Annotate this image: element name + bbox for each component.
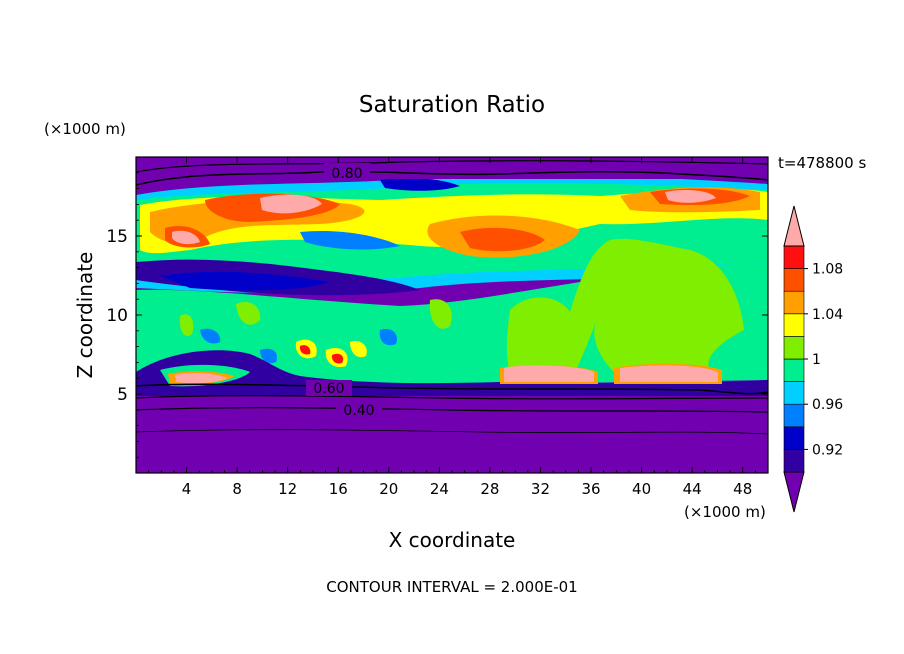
colorbar-segment: [783, 245, 805, 269]
upper-layer-pink: [172, 190, 716, 245]
chart-title: Saturation Ratio: [359, 92, 545, 118]
colorbar-segment: [783, 403, 805, 428]
contour-labels: 0.80 0.60 0.40: [306, 163, 382, 419]
colorbar: 1.08 1.04 1 0.96 0.92: [783, 205, 843, 513]
low-layer-deep: [136, 350, 768, 396]
x-tick-label: 32: [531, 480, 550, 498]
x-tick-label: 48: [733, 480, 752, 498]
x-tick-label: 36: [581, 480, 600, 498]
colorbar-lower-extension: [783, 471, 805, 513]
x-tick-label: 4: [182, 480, 192, 498]
x-tick-label: 20: [379, 480, 398, 498]
x-tick-label: 8: [232, 480, 242, 498]
top-dry-band: [136, 157, 768, 179]
contour-interval-label: CONTOUR INTERVAL = 2.000E-01: [326, 578, 577, 596]
time-label: t=478800 s: [778, 154, 866, 172]
low-layer-pink: [175, 365, 718, 384]
middle-yellow-patches: [295, 339, 367, 368]
x-tick-label: 28: [480, 480, 499, 498]
middle-red-patches: [299, 345, 344, 364]
saturation-field: [136, 157, 768, 473]
x-unit-label: (×1000 m): [684, 503, 766, 521]
contour-label-top: 0.80: [331, 166, 362, 182]
contour-line-low-020: [136, 429, 768, 435]
contour-line-low-080: [136, 383, 768, 395]
colorbar-tick-label: 1.08: [812, 262, 843, 278]
x-tick-label: 24: [430, 480, 449, 498]
y-tick-label: 15: [106, 227, 128, 247]
x-tick-label: 12: [278, 480, 297, 498]
y-unit-label: (×1000 m): [44, 120, 126, 138]
contour-line-low-040: [136, 407, 768, 413]
upper-band-lightblue: [300, 230, 400, 250]
y-tick-label: 10: [106, 306, 128, 326]
colorbar-segment: [783, 449, 805, 473]
middle-layer-lightgreen: [179, 238, 744, 380]
colorbar-tick-label: 1.04: [812, 307, 843, 323]
colorbar-segment: [783, 426, 805, 450]
colorbar-segment: [783, 268, 805, 292]
y-tick-label: 5: [117, 385, 128, 405]
colorbar-tick-label: 1: [812, 352, 821, 368]
x-tick-label: 16: [329, 480, 348, 498]
colorbar-segment: [783, 313, 805, 337]
colorbar-segment: [783, 358, 805, 382]
y-axis-ticks: 5 10 15: [106, 172, 768, 458]
x-axis-label: X coordinate: [389, 528, 516, 552]
y-axis-label: Z coordinate: [73, 252, 97, 379]
colorbar-segment: [783, 290, 805, 315]
contour-label-mid: 0.60: [313, 381, 344, 397]
contour-label-low: 0.40: [343, 403, 374, 419]
colorbar-segment: [783, 336, 805, 360]
colorbar-upper-extension: [783, 205, 805, 247]
x-tick-label: 44: [683, 480, 702, 498]
contour-line-top-060: [136, 160, 768, 173]
contour-line-top-080: [136, 170, 768, 186]
x-axis-ticks: 4 8 12 16 20 24 28 32 36 40 44 48: [148, 157, 756, 498]
colorbar-tick-label: 0.96: [812, 397, 843, 413]
dry-lower-layer: [136, 396, 768, 473]
upper-band-blue: [160, 178, 460, 291]
contour-line-low-060: [136, 395, 768, 400]
colorbar-tick-label: 0.92: [812, 442, 843, 458]
x-tick-label: 40: [632, 480, 651, 498]
colorbar-segment: [783, 381, 805, 405]
